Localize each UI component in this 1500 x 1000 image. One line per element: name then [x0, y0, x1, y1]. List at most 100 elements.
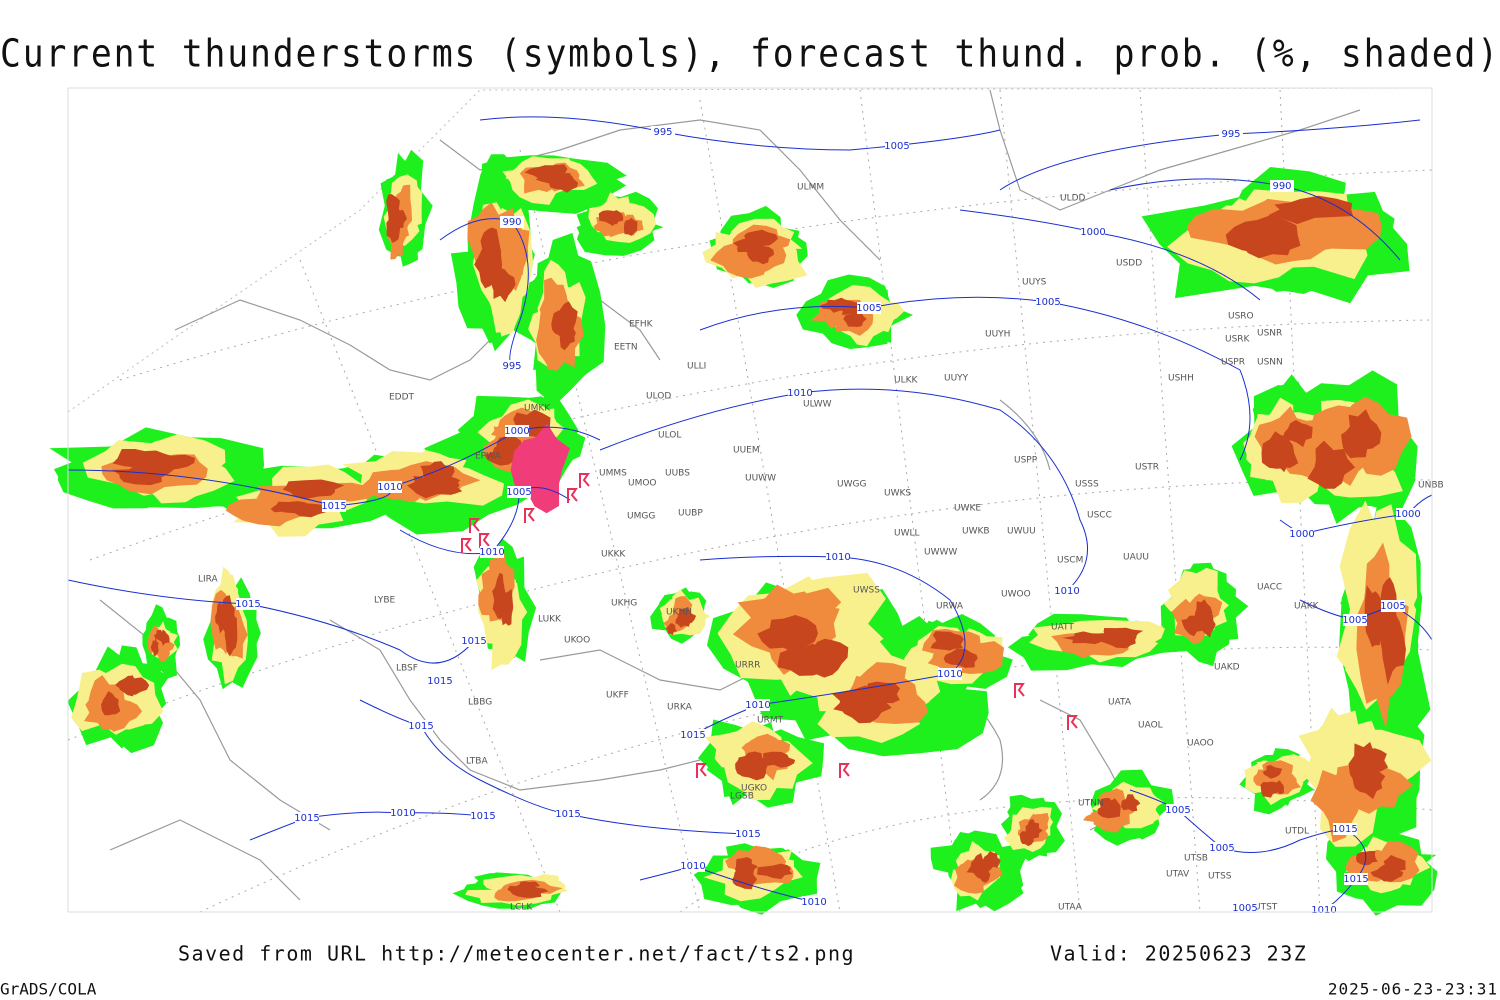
isobar-label-bg [1381, 600, 1405, 612]
station-label: LBBG [468, 698, 492, 708]
storm-area [743, 229, 779, 246]
isobar-label: 1000 [1395, 509, 1420, 520]
isobar-label: 1010 [680, 861, 705, 872]
storm-area [757, 615, 818, 655]
storm-area [1370, 864, 1404, 882]
station-label: ULMM [797, 183, 824, 193]
storm-area [1341, 423, 1369, 459]
isobar-label: 1015 [321, 501, 346, 512]
isobar-label-bg [1036, 296, 1060, 308]
isobar-label-bg [1312, 904, 1336, 916]
storm-area [930, 635, 963, 651]
station-label: USCC [1087, 511, 1112, 521]
storm-area [159, 629, 170, 646]
isobar-label-bg [857, 302, 881, 314]
station-label: USHH [1168, 374, 1194, 384]
station-label: UUYY [944, 374, 969, 384]
storm-symbol [579, 473, 590, 488]
station-label: USCM [1057, 556, 1083, 566]
storm-area [1268, 195, 1353, 225]
isobar-label: 1010 [937, 669, 962, 680]
isobar-label-bg [681, 729, 705, 741]
isobar-label-bg [1081, 226, 1105, 238]
station-label: USRO [1228, 312, 1254, 322]
station-label: USNN [1257, 358, 1283, 368]
station-label: LCLK [510, 903, 533, 913]
station-label: ULKK [894, 376, 919, 386]
storm-area [733, 238, 765, 253]
isobar-label: 1010 [377, 482, 402, 493]
station-label: ULLI [687, 362, 706, 372]
storm-symbol [524, 508, 535, 523]
isobar-label: 1010 [801, 897, 826, 908]
station-label: ULWW [803, 400, 832, 410]
station-label: UUWW [745, 474, 776, 484]
isobar-label: 990 [502, 217, 521, 228]
isobar-label: 1005 [1035, 297, 1060, 308]
station-label: LUKK [538, 615, 562, 625]
station-label: UWWW [924, 548, 957, 558]
station-label: UAKK [1294, 602, 1320, 612]
storm-symbol [567, 488, 578, 503]
station-label: UUYH [985, 330, 1010, 340]
storm-area [1121, 794, 1141, 812]
station-label: LGSB [730, 792, 754, 802]
station-label: USTR [1135, 463, 1159, 473]
isobar-label: 1015 [470, 811, 495, 822]
station-label: UTAA [1058, 903, 1083, 913]
map-border [67, 87, 1433, 913]
isobar-label-bg [409, 720, 433, 732]
storm-area [1348, 741, 1385, 784]
station-label: UACC [1257, 583, 1282, 593]
station-label: UKOO [564, 636, 590, 646]
station-label: UKFF [606, 691, 629, 701]
station-label: UMKK [524, 404, 551, 414]
isobar-label-bg [681, 860, 705, 872]
station-label: URKA [667, 703, 693, 713]
storm-area [737, 751, 763, 773]
isobar-label-bg [378, 481, 402, 493]
isobar-label: 1015 [1332, 824, 1357, 835]
isobar-label: 1015 [427, 676, 452, 687]
station-label: LYBE [374, 596, 395, 606]
isobar-label-bg [1344, 873, 1368, 885]
isobar [249, 811, 484, 841]
station-label: UUBS [665, 469, 690, 479]
isobar-label: 1010 [825, 552, 850, 563]
station-label: URRR [735, 661, 760, 671]
storm-area [507, 885, 533, 894]
station-label: UUBP [678, 509, 703, 519]
source-note: Saved from URL http://meteocenter.net/fa… [178, 942, 855, 966]
station-label: UKHH [666, 608, 692, 618]
station-label: UAOL [1138, 721, 1163, 731]
isobar-label: 1015 [1343, 874, 1368, 885]
station-label: UUYS [1022, 278, 1047, 288]
isobar-label-bg [471, 810, 495, 822]
station-label: USRK [1225, 335, 1251, 345]
isobar-label: 995 [1221, 129, 1240, 140]
station-label: UWUU [1007, 527, 1036, 537]
storm-area [386, 194, 400, 231]
station-label: USPR [1221, 358, 1245, 368]
isobar-label-bg [938, 668, 962, 680]
station-label: UNBB [1418, 481, 1444, 491]
station-label: USDD [1116, 259, 1142, 269]
isobar-label-bg [1166, 804, 1190, 816]
storm-area [1225, 215, 1301, 254]
storm-area [474, 243, 502, 289]
isobar-label: 1010 [745, 700, 770, 711]
isobar-label-bg [1343, 614, 1367, 626]
station-label: USNR [1257, 329, 1282, 339]
storm-area [1194, 599, 1213, 627]
storm-area [140, 451, 196, 470]
isobar-label-bg [556, 808, 580, 820]
isobar-label: 1005 [1342, 615, 1367, 626]
storm-area [282, 479, 345, 500]
isobar-label: 1005 [856, 303, 881, 314]
station-label: UWGG [837, 480, 866, 490]
isobar-label-bg [428, 675, 452, 687]
isobar-label-bg [1219, 128, 1243, 140]
storm-area [421, 478, 460, 493]
isobar-label: 1015 [461, 636, 486, 647]
station-label: LTBA [466, 757, 488, 767]
